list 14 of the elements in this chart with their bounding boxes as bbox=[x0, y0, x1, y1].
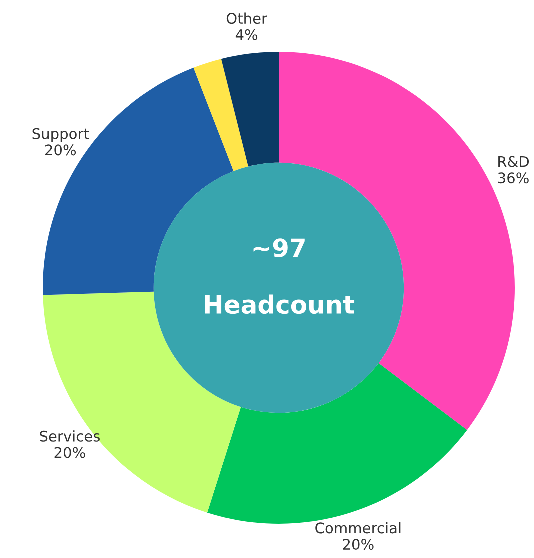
text: ~97 bbox=[254, 238, 305, 258]
donut-slice bbox=[221, 52, 279, 167]
slice-label: R&D bbox=[498, 156, 529, 168]
slice-label: Support bbox=[32, 128, 90, 142]
slice-label: Commercial bbox=[316, 522, 401, 534]
donut-slice bbox=[194, 59, 248, 172]
data-label: 20% bbox=[343, 539, 374, 550]
data-label: 20% bbox=[45, 144, 76, 156]
slice-label: Other bbox=[226, 12, 268, 24]
data-label: 36% bbox=[498, 172, 529, 184]
text: Headcount bbox=[205, 294, 355, 314]
donut-slice bbox=[207, 363, 468, 524]
data-label: 4% bbox=[236, 29, 258, 40]
data-label: 20% bbox=[54, 447, 86, 458]
